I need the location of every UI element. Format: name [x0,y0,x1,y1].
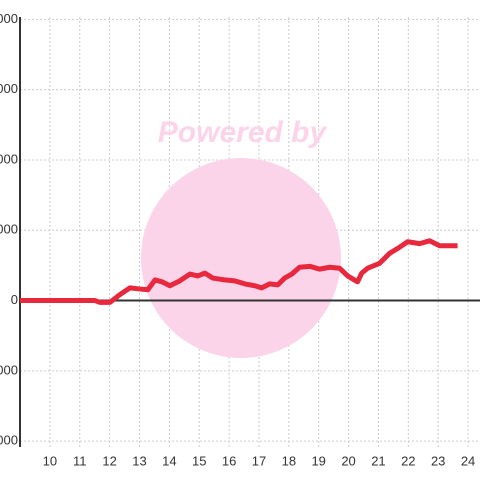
x-tick-label: 10 [43,453,57,468]
y-tick-label: 3,000 [0,222,18,237]
x-tick-label: 16 [222,453,236,468]
watermark-text: Powered by [158,116,328,149]
y-tick-label: 12,000 [0,11,18,26]
data-line [20,238,458,305]
x-tick-label: 19 [311,453,325,468]
x-tick-label: 18 [282,453,296,468]
y-tick-label: 0 [11,292,18,307]
x-tick-label: 12 [102,453,116,468]
x-tick-label: 20 [341,453,355,468]
x-tick-label: 21 [371,453,385,468]
x-tick-label: 23 [431,453,445,468]
x-tick-label: 14 [162,453,176,468]
y-tick-label: -3,000 [0,362,18,377]
x-tick-label: 15 [192,453,206,468]
y-tick-label: 9,000 [0,81,18,96]
y-tick-label: 6,000 [0,151,18,166]
watermark-circle [141,158,341,358]
x-tick-label: 22 [401,453,415,468]
x-tick-label: 13 [132,453,146,468]
x-tick-label: 11 [73,453,87,468]
y-tick-label: -6,000 [0,433,18,448]
x-tick-label: 24 [461,453,475,468]
x-tick-label: 17 [252,453,266,468]
